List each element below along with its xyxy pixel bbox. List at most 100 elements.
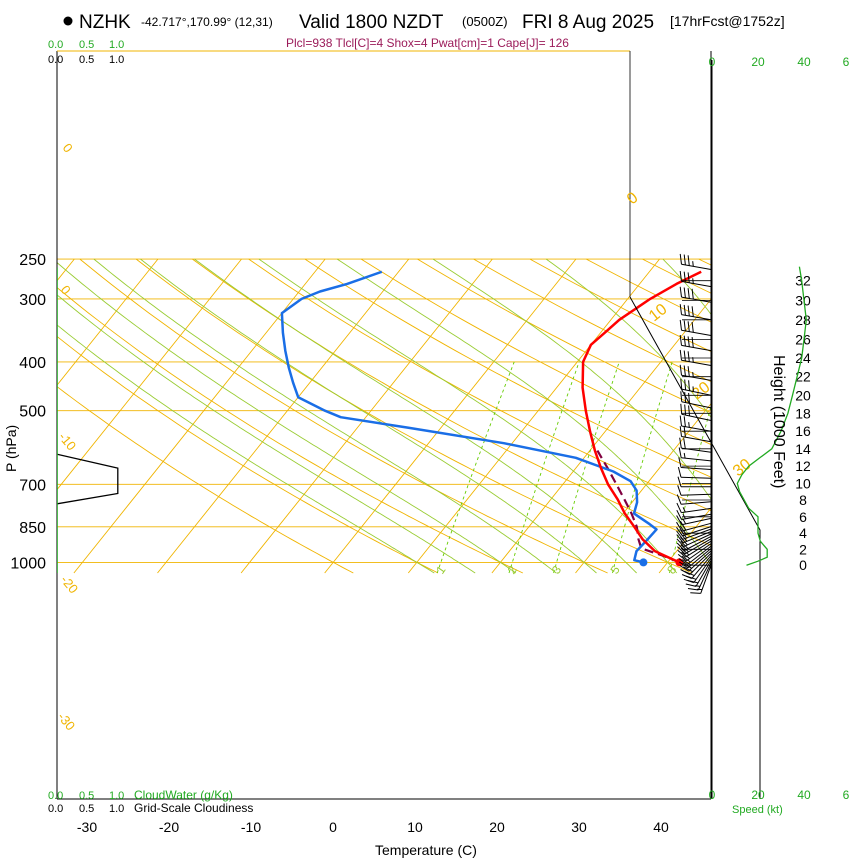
cloud-water-label: CloudWater (g/Kg) — [134, 788, 233, 802]
wind-barb — [678, 457, 712, 470]
cloud-water-top-tick-2: 1.0 — [109, 39, 124, 51]
dry-adiabat-30 — [248, 258, 711, 512]
wind-barb — [687, 562, 712, 591]
mixing-ratio-label-3: 3 — [549, 563, 564, 577]
station-name: NZHK — [79, 12, 131, 33]
surface-dewpoint-dot — [639, 558, 648, 567]
y-axis-title: P (hPa) — [3, 425, 19, 472]
cloud-water-tick-1: 0.5 — [79, 790, 94, 802]
wind-barb — [678, 447, 712, 462]
p-tick-850: 850 — [19, 520, 46, 537]
p-tick-700: 700 — [19, 477, 46, 494]
dry-adiabat-10 — [135, 258, 693, 574]
isotherm-label-0: 0 — [624, 189, 642, 208]
height-label-4: 4 — [799, 525, 807, 541]
p-tick-500: 500 — [19, 404, 46, 421]
cloudiness-top-tick-2: 1.0 — [109, 54, 124, 66]
mixing-ratio-label-1: 1 — [433, 563, 448, 577]
wind-barb — [677, 476, 711, 488]
cloudiness-tick-2: 1.0 — [109, 803, 124, 815]
speed-bottom-tick-1: 20 — [751, 788, 765, 802]
mixing-ratio-3 — [553, 361, 620, 574]
mixing-ratio-1 — [436, 361, 515, 574]
wind-barb — [676, 494, 712, 505]
wind-barb — [677, 538, 712, 555]
wind-barb — [679, 270, 712, 288]
moist-adiabat-0 — [140, 258, 597, 574]
speed-bottom-tick-2: 40 — [797, 788, 811, 802]
wind-barb — [676, 502, 712, 514]
moist-adiabat-15 — [336, 258, 711, 566]
speed-top-tick-3: 6 — [843, 55, 850, 69]
cloud-water-tick-2: 1.0 — [109, 790, 124, 802]
valid-time: Valid 1800 NZDT — [299, 12, 444, 33]
wind-barb — [679, 550, 712, 572]
wind-barb — [679, 415, 712, 432]
moist-adiabat--20 — [57, 324, 435, 574]
moist-adiabat--10 — [57, 262, 517, 574]
speed-top-tick-2: 40 — [797, 55, 811, 69]
dry-adiabat-label-4: -30 — [55, 709, 79, 733]
wind-barb — [676, 535, 712, 551]
speed-bottom-tick-3: 6 — [843, 788, 850, 802]
height-label-6: 6 — [799, 509, 807, 525]
moist-adiabat--5 — [93, 258, 557, 574]
wind-barb — [678, 545, 712, 565]
wind-barb — [679, 426, 712, 443]
isotherm-30 — [826, 259, 850, 573]
dry-adiabat-130 — [811, 259, 850, 573]
height-label-2: 2 — [799, 541, 807, 557]
moist-adiabat-25 — [545, 258, 711, 419]
wind-barb — [680, 391, 712, 409]
speed-profile — [736, 266, 807, 566]
dry-adiabat-label-0: 0 — [60, 140, 76, 155]
x-tick-20: 20 — [489, 819, 505, 835]
wind-barb — [690, 565, 712, 594]
mixing-ratio-label-2: 2 — [505, 563, 520, 577]
wind-barb — [679, 364, 712, 381]
parcel-trace — [596, 450, 680, 564]
x-tick-10: 10 — [407, 819, 423, 835]
height-label-30: 30 — [795, 292, 811, 308]
cloudiness-top-tick-0: 0.0 — [48, 54, 63, 66]
wind-barb — [680, 378, 712, 396]
height-label-10: 10 — [795, 475, 811, 491]
isotherm--40 — [240, 258, 493, 574]
wind-barb — [676, 528, 712, 540]
cloudiness-tick-1: 0.5 — [79, 803, 94, 815]
dry-adiabat-label-2: -10 — [56, 429, 80, 453]
isotherm--70 — [57, 258, 242, 491]
station-dot — [63, 16, 73, 26]
x-tick-30: 30 — [571, 819, 587, 835]
dry-adiabat--10 — [57, 286, 523, 574]
wind-barb — [679, 253, 712, 270]
p-tick-250: 250 — [19, 252, 46, 269]
dry-adiabat-100 — [642, 258, 711, 294]
valid-time-zulu: (0500Z) — [462, 14, 508, 29]
wind-barb — [677, 540, 712, 558]
wind-barb — [679, 319, 712, 336]
height-label-20: 20 — [795, 387, 811, 403]
x-tick-40: 40 — [653, 819, 669, 835]
height-label-0: 0 — [799, 557, 807, 573]
dewpoint-trace — [280, 270, 658, 564]
wind-barb — [677, 543, 712, 562]
x-tick-0: 0 — [329, 819, 337, 835]
bottom-legend: 0.0 0.5 1.0 CloudWater (g/Kg) 0.0 0.5 1.… — [48, 39, 253, 815]
height-label-24: 24 — [795, 350, 811, 366]
p-tick-400: 400 — [19, 355, 46, 372]
wind-barb — [676, 515, 712, 526]
dry-adiabat--30 — [57, 386, 354, 574]
wind-barb — [679, 437, 712, 453]
moist-adiabat--15 — [57, 294, 476, 574]
isotherm-0 — [575, 402, 711, 574]
speed-axis-label: Speed (kt) — [732, 804, 783, 816]
moist-adiabat-20 — [432, 258, 711, 500]
cloudiness-trace — [57, 453, 119, 505]
temperature-trace — [581, 270, 702, 564]
height-label-22: 22 — [795, 369, 811, 385]
height-label-28: 28 — [795, 312, 811, 328]
isotherm--30 — [324, 258, 577, 574]
